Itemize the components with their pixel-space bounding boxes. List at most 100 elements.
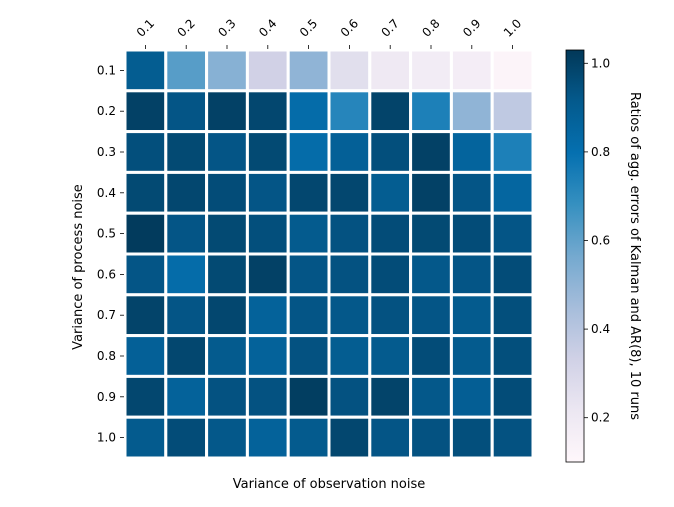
heatmap-cell-r5-c6 [327,211,372,256]
x-axis-label: Variance of observation noise [233,477,426,492]
heatmap-cell-r3-c10 [490,130,535,174]
x-tick-labels: 0.1 0.2 0.3 0.4 0.5 0.6 0.7 0.8 0.9 1.0 [134,16,524,49]
heatmap-cell-r9-c6 [327,374,372,419]
y-tick-label: 0.2 [97,104,116,118]
heatmap-cell-r4-c7 [368,170,413,215]
heatmap-cell-r1-c9 [449,48,494,93]
heatmap-cell-r5-c2 [164,211,209,256]
heatmap-cell-r5-c3 [205,211,249,256]
heatmap-cell-r1-c8 [409,48,453,93]
heatmap-cell-r6-c1 [123,252,168,297]
heatmap-cell-r7-c9 [449,293,494,338]
heatmap-cell-r8-c5 [286,334,331,378]
heatmap-cell-r9-c4 [245,374,290,419]
colorbar-label: Ratios of agg. errors of Kalman and AR(8… [627,92,642,420]
heatmap-cell-r2-c7 [368,89,413,134]
y-tick-label: 0.5 [97,227,116,241]
heatmap-cell-r10-c7 [368,415,413,460]
y-tick-label: 0.8 [97,349,116,363]
heatmap-cell-r2-c3 [205,89,249,134]
heatmap-cell-r5-c10 [490,211,535,256]
heatmap-cell-r7-c2 [164,293,209,338]
heatmap-cell-r7-c1 [123,293,168,338]
heatmap-cell-r2-c2 [164,89,209,134]
heatmap-cell-r2-c1 [123,89,168,134]
heatmap-cell-r5-c9 [449,211,494,256]
heatmap-cell-r3-c4 [245,130,290,174]
x-tick-label: 0.9 [460,16,483,39]
heatmap-cell-r8-c9 [449,334,494,378]
heatmap-cell-r1-c6 [327,48,372,93]
heatmap-cell-r6-c5 [286,252,331,297]
heatmap-cell-r8-c4 [245,334,290,378]
heatmap-cell-r6-c4 [245,252,290,297]
heatmap-cell-r10-c8 [409,415,453,460]
heatmap-cell-r10-c3 [205,415,249,460]
colorbar-tick-label: 0.8 [591,145,610,159]
heatmap-cell-r2-c4 [245,89,290,134]
heatmap-cell-r6-c6 [327,252,372,297]
y-tick-label: 0.1 [97,63,116,77]
colorbar-tick-label: 0.4 [591,322,610,336]
heatmap-cell-r9-c3 [205,374,249,419]
heatmap-cell-r3-c6 [327,130,372,174]
heatmap-cell-r7-c6 [327,293,372,338]
heatmap-cell-r10-c9 [449,415,494,460]
heatmap-cell-r5-c7 [368,211,413,256]
heatmap-cell-r10-c6 [327,415,372,460]
y-tick-label: 0.9 [97,390,116,404]
heatmap-cell-r9-c10 [490,374,535,419]
heatmap-cell-r6-c3 [205,252,249,297]
heatmap-cell-r1-c1 [123,48,168,93]
heatmap-cell-r8-c3 [205,334,249,378]
colorbar-gradient [565,49,585,463]
heatmap-cell-r10-c10 [490,415,535,460]
heatmap-cell-r2-c8 [409,89,453,134]
colorbar-tick-label: 0.2 [591,411,610,425]
heatmap-cell-r8-c7 [368,334,413,378]
x-tick-label: 0.4 [256,16,279,39]
heatmap-cell-r5-c8 [409,211,453,256]
heatmap-cell-r8-c10 [490,334,535,378]
heatmap-cell-r8-c6 [327,334,372,378]
heatmap-cell-r6-c2 [164,252,209,297]
heatmap-cell-r6-c9 [449,252,494,297]
heatmap-cell-r8-c8 [409,334,453,378]
heatmap-cell-r3-c5 [286,130,331,174]
x-tick-label: 0.1 [134,16,157,39]
y-axis-label: Variance of process noise [71,184,86,350]
heatmap-cell-r4-c2 [164,170,209,215]
heatmap-cell-r9-c2 [164,374,209,419]
x-tick-label: 0.2 [174,16,197,39]
heatmap-cell-r7-c4 [245,293,290,338]
heatmap-cell-r3-c7 [368,130,413,174]
heatmap-cell-r1-c10 [490,48,535,93]
heatmap-cell-r9-c1 [123,374,168,419]
x-tick-label: 0.7 [378,16,401,39]
colorbar-tick-label: 0.6 [591,233,610,247]
heatmap-cell-r2-c5 [286,89,331,134]
y-tick-label: 0.6 [97,267,116,281]
heatmap-cell-r6-c7 [368,252,413,297]
heatmap-cell-r1-c5 [286,48,331,93]
heatmap-cell-r4-c8 [409,170,453,215]
heatmap-cell-r1-c3 [205,48,249,93]
heatmap-cell-r1-c2 [164,48,209,93]
heatmap-cell-r9-c9 [449,374,494,419]
heatmap-cell-r9-c8 [409,374,453,419]
heatmap-cell-r4-c10 [490,170,535,215]
heatmap-cell-r10-c5 [286,415,331,460]
heatmap-cell-r4-c9 [449,170,494,215]
x-tick-label: 1.0 [501,16,524,39]
y-tick-label: 0.4 [97,186,116,200]
y-tick-label: 0.7 [97,308,116,322]
heatmap-cell-r6-c10 [490,252,535,297]
heatmap-cell-r3-c1 [123,130,168,174]
heatmap-cell-r8-c2 [164,334,209,378]
heatmap-cell-r3-c3 [205,130,249,174]
heatmap-cell-r2-c10 [490,89,535,134]
heatmap-cell-r8-c1 [123,334,168,378]
heatmap-cell-r4-c3 [205,170,249,215]
heatmap-cells [123,48,535,460]
